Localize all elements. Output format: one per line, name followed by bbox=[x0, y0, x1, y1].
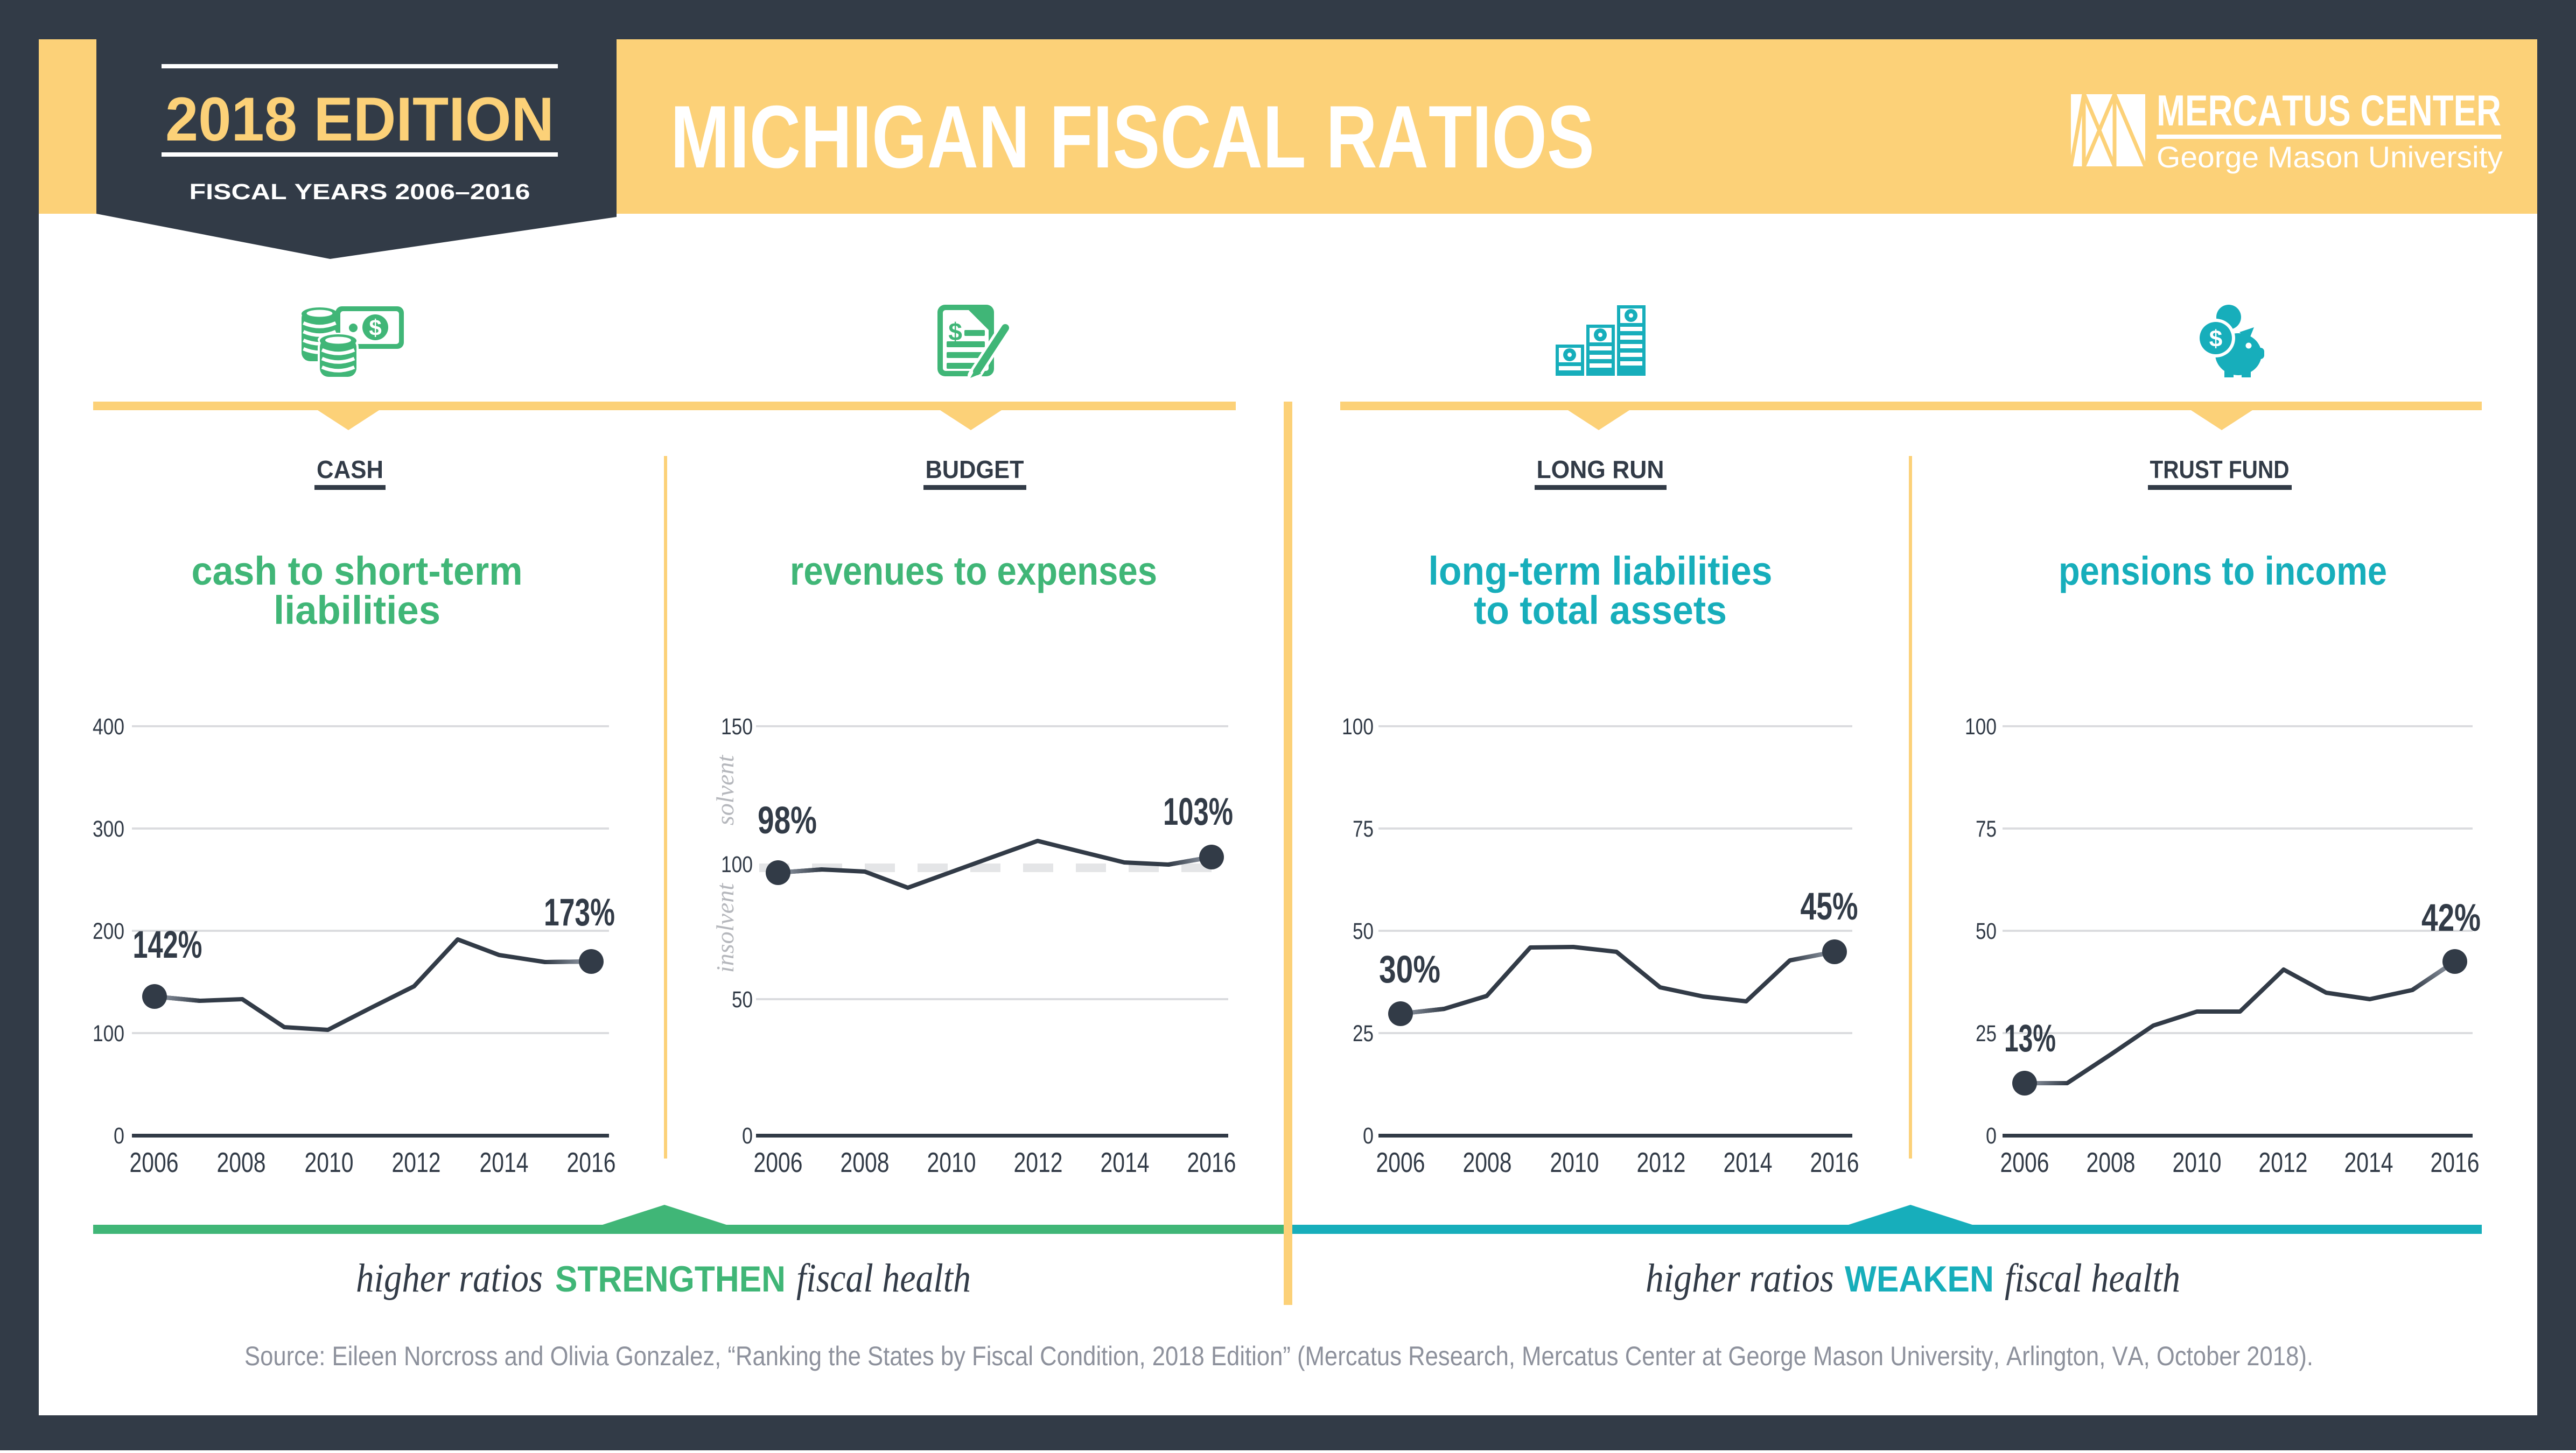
svg-text:2016: 2016 bbox=[1810, 1147, 1859, 1178]
svg-text:higher ratios: higher ratios bbox=[356, 1256, 543, 1301]
svg-text:$: $ bbox=[369, 315, 381, 340]
svg-text:LONG RUN: LONG RUN bbox=[1537, 455, 1664, 483]
svg-text:FISCAL YEARS 2006–2016: FISCAL YEARS 2006–2016 bbox=[190, 179, 530, 204]
svg-text:30%: 30% bbox=[1379, 949, 1440, 991]
svg-text:400: 400 bbox=[93, 714, 124, 740]
svg-text:100: 100 bbox=[1342, 714, 1374, 740]
svg-text:2014: 2014 bbox=[1724, 1147, 1773, 1178]
svg-text:2006: 2006 bbox=[754, 1147, 803, 1178]
svg-text:2014: 2014 bbox=[1101, 1147, 1150, 1178]
svg-text:MERCATUS CENTER: MERCATUS CENTER bbox=[2157, 87, 2501, 135]
svg-text:300: 300 bbox=[93, 816, 124, 842]
svg-text:2014: 2014 bbox=[2344, 1147, 2393, 1178]
svg-text:solvent: solvent bbox=[711, 755, 739, 826]
svg-text:142%: 142% bbox=[133, 924, 202, 966]
svg-text:0: 0 bbox=[114, 1123, 124, 1149]
svg-text:173%: 173% bbox=[544, 892, 615, 934]
svg-text:75: 75 bbox=[1976, 816, 1997, 842]
svg-text:higher ratios: higher ratios bbox=[1646, 1256, 1834, 1301]
svg-text:insolvent: insolvent bbox=[711, 883, 739, 973]
svg-text:45%: 45% bbox=[1801, 886, 1858, 928]
svg-text:2008: 2008 bbox=[217, 1147, 266, 1178]
svg-text:2016: 2016 bbox=[2431, 1147, 2480, 1178]
svg-text:2010: 2010 bbox=[1550, 1147, 1599, 1178]
svg-text:2008: 2008 bbox=[841, 1147, 890, 1178]
svg-text:WEAKEN: WEAKEN bbox=[1845, 1259, 1994, 1300]
svg-text:2008: 2008 bbox=[1463, 1147, 1512, 1178]
svg-text:2016: 2016 bbox=[567, 1147, 616, 1178]
svg-text:42%: 42% bbox=[2421, 897, 2481, 939]
svg-text:2012: 2012 bbox=[392, 1147, 441, 1178]
svg-text:0: 0 bbox=[1363, 1123, 1374, 1149]
svg-text:$: $ bbox=[948, 318, 962, 346]
svg-text:25: 25 bbox=[1976, 1021, 1997, 1047]
svg-text:200: 200 bbox=[93, 918, 124, 944]
svg-text:2006: 2006 bbox=[130, 1147, 179, 1178]
svg-text:75: 75 bbox=[1353, 816, 1374, 842]
svg-text:TRUST FUND: TRUST FUND bbox=[2150, 455, 2290, 483]
svg-text:revenues to expenses: revenues to expenses bbox=[790, 549, 1157, 593]
svg-text:100: 100 bbox=[721, 852, 753, 878]
svg-text:2018 EDITION: 2018 EDITION bbox=[165, 85, 554, 154]
svg-text:BUDGET: BUDGET bbox=[926, 455, 1024, 483]
svg-text:Source: Eileen Norcross and Ol: Source: Eileen Norcross and Olivia Gonza… bbox=[244, 1341, 2313, 1371]
svg-text:50: 50 bbox=[1353, 918, 1374, 944]
svg-text:100: 100 bbox=[1965, 714, 1997, 740]
svg-text:pensions to income: pensions to income bbox=[2059, 549, 2387, 593]
svg-text:2014: 2014 bbox=[480, 1147, 529, 1178]
svg-text:2006: 2006 bbox=[2000, 1147, 2049, 1178]
svg-text:2010: 2010 bbox=[305, 1147, 354, 1178]
svg-text:2010: 2010 bbox=[927, 1147, 976, 1178]
svg-text:13%: 13% bbox=[2004, 1017, 2056, 1060]
svg-text:$: $ bbox=[2209, 326, 2222, 352]
svg-text:STRENGTHEN: STRENGTHEN bbox=[555, 1259, 786, 1300]
svg-text:liabilities: liabilities bbox=[274, 588, 440, 633]
svg-text:2010: 2010 bbox=[2173, 1147, 2222, 1178]
svg-text:50: 50 bbox=[732, 987, 753, 1013]
svg-text:98%: 98% bbox=[758, 799, 817, 842]
svg-text:50: 50 bbox=[1976, 918, 1997, 944]
svg-text:to total assets: to total assets bbox=[1474, 588, 1727, 633]
svg-text:2016: 2016 bbox=[1187, 1147, 1236, 1178]
svg-text:150: 150 bbox=[721, 714, 753, 740]
svg-text:2006: 2006 bbox=[1376, 1147, 1425, 1178]
svg-text:CASH: CASH bbox=[317, 455, 383, 483]
svg-text:2008: 2008 bbox=[2087, 1147, 2136, 1178]
svg-text:fiscal health: fiscal health bbox=[2005, 1256, 2180, 1301]
svg-text:2012: 2012 bbox=[1637, 1147, 1686, 1178]
svg-text:fiscal health: fiscal health bbox=[796, 1256, 971, 1301]
svg-text:2012: 2012 bbox=[1014, 1147, 1063, 1178]
svg-text:2012: 2012 bbox=[2259, 1147, 2308, 1178]
svg-text:George Mason University: George Mason University bbox=[2157, 140, 2503, 174]
svg-text:0: 0 bbox=[1986, 1123, 1997, 1149]
svg-text:0: 0 bbox=[742, 1123, 753, 1149]
svg-text:103%: 103% bbox=[1163, 791, 1233, 833]
svg-text:100: 100 bbox=[93, 1021, 124, 1047]
svg-text:cash to short-term: cash to short-term bbox=[192, 549, 523, 593]
svg-text:25: 25 bbox=[1353, 1021, 1374, 1047]
svg-text:long-term liabilities: long-term liabilities bbox=[1429, 549, 1773, 593]
svg-text:MICHIGAN FISCAL RATIOS: MICHIGAN FISCAL RATIOS bbox=[670, 87, 1594, 186]
